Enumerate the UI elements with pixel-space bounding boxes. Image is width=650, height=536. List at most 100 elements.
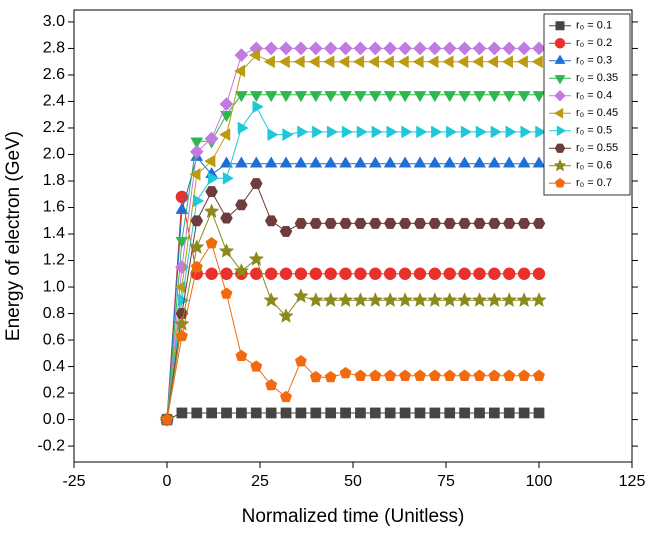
marker	[280, 390, 292, 403]
marker	[250, 267, 263, 281]
y-tick-label: 0.4	[43, 358, 65, 375]
marker	[325, 407, 337, 419]
marker	[368, 41, 383, 56]
marker	[309, 217, 323, 229]
marker	[264, 91, 278, 103]
marker	[267, 128, 279, 142]
marker	[280, 407, 292, 419]
marker	[309, 156, 323, 168]
marker	[443, 156, 457, 168]
marker	[490, 125, 502, 139]
legend-label: r₀ = 0.6	[576, 160, 612, 172]
marker	[473, 217, 486, 229]
marker	[175, 202, 189, 214]
marker	[383, 156, 397, 168]
marker	[323, 41, 338, 56]
marker	[279, 267, 293, 281]
marker	[222, 171, 234, 185]
marker	[234, 156, 248, 168]
legend-label: r₀ = 0.4	[576, 90, 612, 102]
marker	[382, 55, 394, 69]
marker	[369, 217, 382, 229]
marker	[175, 329, 188, 342]
marker	[458, 91, 472, 103]
series	[159, 48, 543, 427]
marker	[234, 91, 248, 103]
marker	[189, 144, 204, 159]
marker	[502, 267, 516, 281]
marker	[339, 267, 352, 281]
marker	[516, 292, 532, 307]
marker	[488, 369, 501, 381]
marker	[294, 217, 308, 229]
legend-label: r₀ = 0.45	[576, 107, 618, 119]
marker	[354, 217, 367, 229]
marker	[263, 55, 275, 69]
marker	[248, 48, 260, 62]
marker	[369, 369, 382, 381]
y-tick-label: 1.2	[43, 252, 65, 269]
marker	[398, 156, 412, 168]
marker	[294, 267, 308, 281]
marker	[309, 370, 322, 383]
marker	[338, 41, 353, 56]
marker	[233, 262, 250, 278]
marker	[297, 125, 309, 139]
marker	[233, 64, 246, 78]
marker	[221, 407, 232, 419]
marker	[338, 55, 350, 69]
marker	[263, 292, 279, 307]
marker	[517, 41, 532, 56]
marker	[457, 55, 469, 69]
marker	[369, 407, 381, 419]
marker	[309, 91, 323, 103]
marker	[352, 292, 369, 307]
marker	[474, 407, 485, 419]
y-tick-label: 1.8	[43, 172, 65, 189]
marker	[312, 125, 324, 139]
marker	[486, 292, 503, 307]
marker	[354, 156, 367, 168]
marker	[341, 125, 354, 139]
marker	[554, 38, 566, 49]
marker	[340, 407, 351, 419]
y-tick-label: 2.4	[43, 93, 65, 110]
y-tick-label: 0.6	[43, 331, 65, 348]
marker	[428, 267, 442, 281]
marker	[308, 292, 324, 307]
marker	[518, 369, 531, 381]
marker	[250, 407, 262, 419]
marker	[531, 292, 547, 307]
marker	[235, 199, 248, 211]
marker	[353, 41, 368, 56]
marker	[501, 55, 513, 69]
marker	[458, 156, 472, 168]
marker	[554, 89, 566, 102]
marker	[442, 55, 454, 69]
marker	[220, 212, 233, 224]
marker	[264, 215, 278, 227]
marker	[282, 128, 294, 142]
marker	[429, 407, 441, 419]
marker	[368, 156, 382, 168]
marker	[556, 125, 567, 137]
marker	[475, 125, 487, 139]
marker	[446, 125, 458, 139]
x-tick-label: 50	[344, 473, 362, 490]
marker	[487, 91, 501, 103]
marker	[398, 41, 413, 56]
marker	[354, 267, 367, 281]
marker	[235, 349, 248, 362]
marker	[339, 156, 352, 168]
y-tick-label: 2.6	[43, 66, 65, 83]
marker	[250, 360, 263, 372]
marker	[207, 171, 219, 185]
marker	[554, 54, 566, 64]
marker	[279, 91, 293, 103]
marker	[236, 407, 247, 419]
marker	[337, 292, 354, 307]
marker	[382, 292, 398, 307]
marker	[324, 370, 337, 383]
y-tick-label: 1.4	[43, 225, 65, 242]
